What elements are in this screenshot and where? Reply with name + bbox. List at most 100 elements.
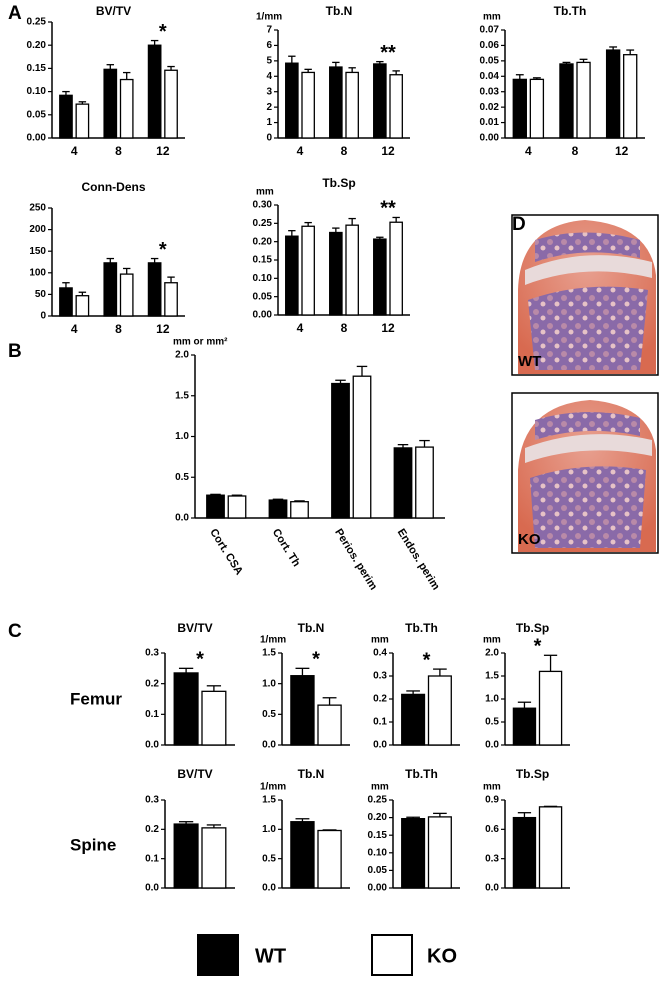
bar [301, 225, 315, 316]
chart: Tb.Sp mm 0.0 0.5 1.0 1.5 2.0 * [483, 621, 570, 751]
y-tick-label: 0.0 [145, 740, 159, 751]
y-tick-label: 5 [266, 55, 272, 66]
y-unit-label: mm [371, 635, 389, 646]
bar [401, 693, 426, 746]
y-tick-label: 0.0 [373, 740, 387, 751]
y-tick-label: 0.5 [175, 472, 189, 483]
chart: Tb.N 1/mm 0.0 0.5 1.0 1.5 * [260, 621, 350, 751]
bar [103, 68, 118, 139]
y-tick-label: 0.5 [262, 709, 276, 720]
y-tick-label: 0.0 [145, 883, 159, 894]
bar [285, 235, 299, 316]
chart-title: Tb.Sp [322, 176, 355, 190]
bar [393, 447, 413, 519]
x-tick-label: 8 [572, 144, 579, 158]
y-tick-label: 250 [29, 203, 46, 214]
y-tick-label: 0.00 [368, 883, 388, 894]
y-tick-label: 0.3 [485, 853, 499, 864]
bar [345, 224, 359, 316]
x-tick-label: Cort. CSA [207, 527, 245, 577]
legend-label: KO [427, 945, 457, 967]
y-tick-label: 0.05 [480, 55, 500, 66]
panel-label: D [512, 214, 526, 235]
chart-title: Tb.Th [405, 621, 438, 635]
y-tick-label: 0.20 [27, 40, 47, 51]
bar [285, 62, 299, 139]
bar [59, 287, 73, 317]
y-tick-label: 0.3 [373, 671, 387, 682]
y-tick-label: 6 [266, 40, 272, 51]
chart-title: Tb.N [298, 621, 325, 635]
legend-swatch [371, 934, 413, 976]
bar [389, 221, 403, 316]
bar [529, 78, 545, 139]
significance: * [159, 21, 167, 43]
chart: BV/TV 0.00 0.05 0.10 0.15 0.20 0.25 4 8 12 * [27, 4, 185, 158]
x-tick-label: 8 [341, 144, 348, 158]
chart: Tb.Sp mm 0.00 0.05 0.10 0.15 0.20 0.25 0.30 4 8 12 *… [253, 176, 410, 335]
y-tick-label: 7 [266, 25, 272, 36]
y-tick-label: 0.25 [27, 17, 47, 28]
y-tick-label: 0.20 [368, 812, 388, 823]
y-tick-label: 0.3 [145, 648, 159, 659]
y-unit-label: mm [371, 782, 389, 793]
panel-label: B [8, 341, 22, 362]
bar [538, 670, 563, 746]
x-tick-label: 4 [71, 144, 78, 158]
bar [373, 238, 387, 316]
y-tick-label: 2 [266, 102, 272, 113]
bar [164, 69, 178, 139]
bar [59, 94, 73, 139]
bar [290, 675, 315, 746]
significance: * [534, 636, 542, 658]
bar [201, 827, 227, 889]
chart-title: Tb.N [298, 767, 325, 781]
y-tick-label: 2.0 [175, 350, 189, 361]
x-tick-label: 4 [71, 322, 78, 336]
y-tick-label: 100 [29, 267, 46, 278]
y-tick-label: 1.0 [175, 431, 189, 442]
bar [389, 74, 403, 139]
y-tick-label: 0.2 [145, 824, 159, 835]
bar [201, 690, 227, 746]
chart: BV/TV 0.0 0.1 0.2 0.3 * [145, 621, 235, 751]
y-tick-label: 0.04 [480, 71, 500, 82]
y-tick-label: 1.0 [485, 694, 499, 705]
y-tick-label: 0.0 [262, 740, 276, 751]
bar [290, 501, 309, 519]
bar [623, 54, 638, 139]
bar [415, 446, 434, 519]
panel-label: C [8, 621, 22, 642]
y-tick-label: 0.10 [368, 847, 388, 858]
legend-swatch [197, 934, 239, 976]
y-unit-label: mm [483, 782, 501, 793]
chart-title: Conn-Dens [82, 180, 146, 194]
x-tick-label: Perios. perim [332, 527, 379, 593]
y-tick-label: 0.02 [480, 102, 500, 113]
y-tick-label: 1.5 [485, 671, 499, 682]
significance: ** [380, 198, 396, 220]
y-tick-label: 0.2 [145, 678, 159, 689]
bar [75, 103, 90, 139]
bar [317, 829, 342, 889]
histology-wt [511, 214, 659, 376]
chart-title: BV/TV [177, 767, 212, 781]
bar [119, 78, 134, 139]
bar [147, 262, 162, 317]
significance: * [423, 649, 431, 671]
row-label: Femur [70, 689, 122, 708]
chart-title: BV/TV [177, 621, 212, 635]
bar [329, 231, 343, 316]
significance: * [196, 649, 204, 671]
y-tick-label: 200 [29, 224, 46, 235]
y-tick-label: 0.03 [480, 86, 500, 97]
bar [538, 806, 563, 889]
y-tick-label: 0.0 [175, 513, 189, 524]
y-tick-label: 0.06 [480, 40, 500, 51]
chart-title: Tb.Sp [516, 767, 549, 781]
image-label: WT [518, 353, 541, 370]
x-tick-label: 4 [297, 321, 304, 335]
bar [268, 499, 288, 519]
